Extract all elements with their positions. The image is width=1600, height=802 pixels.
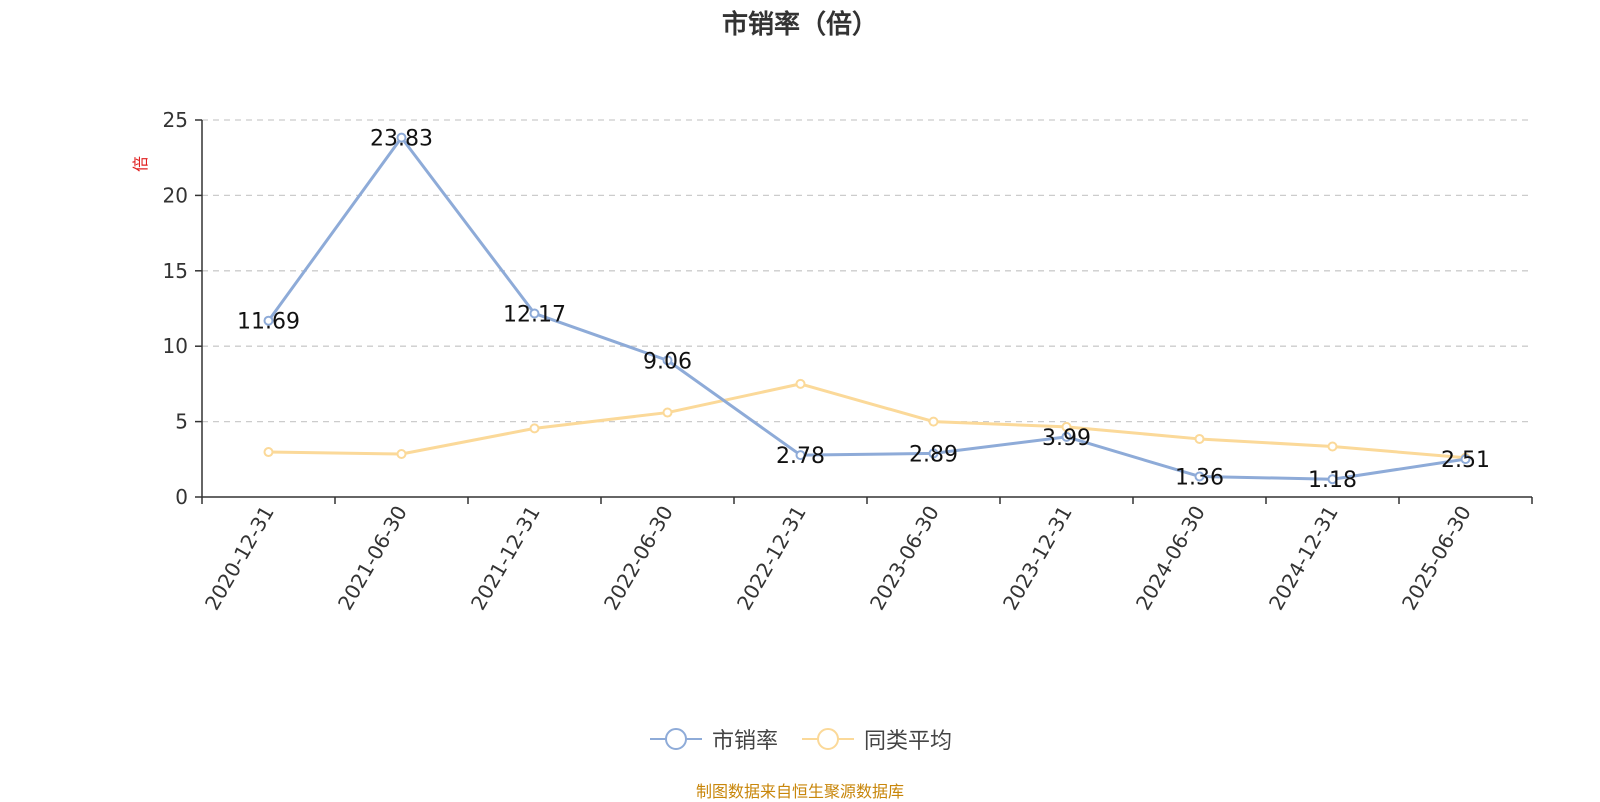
data-label: 23.83 bbox=[370, 127, 433, 152]
data-point-series-2 bbox=[529, 423, 540, 434]
x-tick-label: 2024-12-31 bbox=[1264, 502, 1343, 615]
x-tick-label: 2021-12-31 bbox=[466, 502, 545, 615]
x-tick-label: 2021-06-30 bbox=[333, 502, 412, 615]
data-point-series-1 bbox=[1194, 471, 1205, 482]
legend-marker-series-1 bbox=[649, 728, 702, 750]
x-tick-label: 2024-06-30 bbox=[1131, 502, 1210, 615]
chart-title: 市销率（倍） bbox=[721, 10, 878, 40]
source-note: 制图数据来自恒生聚源数据库 bbox=[695, 782, 904, 801]
data-point-series-2 bbox=[1327, 441, 1338, 452]
data-point-series-1 bbox=[263, 315, 274, 326]
legend-marker-series-2 bbox=[802, 728, 854, 750]
data-point-series-2 bbox=[795, 378, 806, 389]
data-label: 9.06 bbox=[643, 349, 692, 374]
data-label: 2.51 bbox=[1441, 448, 1490, 473]
x-tick-label: 2023-06-30 bbox=[865, 502, 944, 615]
data-label: 2.78 bbox=[776, 444, 825, 469]
data-label: 12.17 bbox=[503, 302, 566, 327]
data-point-series-2 bbox=[928, 416, 939, 427]
data-point-series-1 bbox=[1061, 431, 1072, 442]
x-tick-label: 2022-06-30 bbox=[599, 502, 678, 615]
y-axis-label: 倍 bbox=[131, 156, 150, 172]
data-point-series-1 bbox=[928, 448, 939, 459]
data-point-series-1 bbox=[396, 132, 407, 143]
data-point-series-2 bbox=[1194, 433, 1205, 444]
legend-label-series-1: 市销率 bbox=[711, 729, 778, 754]
data-label: 1.36 bbox=[1175, 465, 1224, 490]
x-tick-label: 2022-12-31 bbox=[732, 502, 811, 615]
y-tick-label: 0 bbox=[175, 485, 188, 509]
y-tick-label: 15 bbox=[163, 259, 188, 283]
data-point-series-1 bbox=[1460, 454, 1471, 465]
data-point-series-1 bbox=[529, 308, 540, 319]
data-label: 1.18 bbox=[1308, 468, 1357, 493]
data-label: 2.89 bbox=[909, 442, 958, 467]
y-tick-label: 25 bbox=[163, 108, 188, 132]
x-tick-label: 2025-06-30 bbox=[1397, 502, 1476, 615]
x-tick-label: 2020-12-31 bbox=[200, 502, 279, 615]
data-labels: 11.69 23.83 12.17 9.06 2.78 2.89 3.99 1.36 1.18 2… bbox=[237, 127, 1490, 494]
data-point-series-2 bbox=[396, 449, 407, 460]
data-point-series-1 bbox=[1327, 474, 1338, 485]
data-point-series-2 bbox=[1061, 421, 1072, 432]
series-line-1 bbox=[267, 136, 1466, 481]
legend-label-series-2: 同类平均 bbox=[864, 729, 953, 754]
y-tick-label: 20 bbox=[163, 183, 188, 207]
data-point-series-2 bbox=[662, 407, 673, 418]
legend: 市销率 同类平均 bbox=[0, 722, 1600, 756]
data-point-series-2 bbox=[263, 447, 274, 458]
data-point-series-1 bbox=[662, 355, 673, 366]
grid-lines bbox=[202, 119, 1532, 423]
series-line-2 bbox=[268, 382, 1466, 460]
legend-item-series-2[interactable]: 同类平均 bbox=[800, 723, 952, 755]
y-tick-label: 5 bbox=[175, 410, 188, 434]
data-label: 3.99 bbox=[1042, 426, 1091, 451]
x-tick-label: 2023-12-31 bbox=[998, 502, 1077, 615]
data-label: 11.69 bbox=[237, 310, 300, 335]
data-point-series-1 bbox=[795, 450, 806, 461]
y-tick-label: 10 bbox=[163, 334, 188, 358]
legend-item-series-1[interactable]: 市销率 bbox=[648, 723, 778, 755]
series-lines bbox=[263, 132, 1471, 485]
